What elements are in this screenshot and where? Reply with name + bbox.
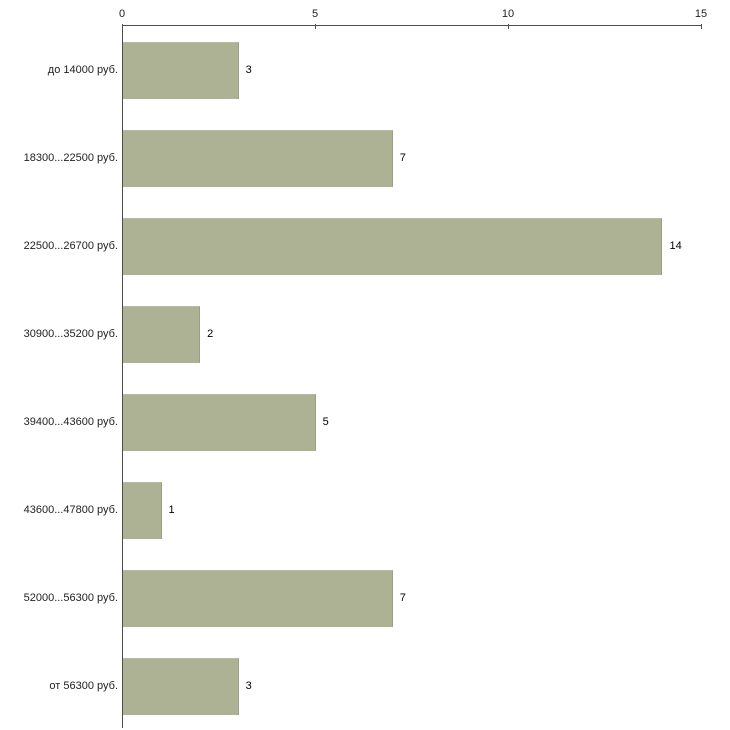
x-axis: 0 5 10 15 (118, 0, 707, 29)
x-tick-mark (701, 24, 702, 29)
bar-value-label: 2 (207, 328, 214, 340)
bar-track: 7 (123, 569, 701, 627)
x-tick-label: 5 (311, 8, 319, 20)
bar-value-label: 7 (399, 152, 406, 164)
x-axis-line (122, 25, 702, 26)
bar-row: от 56300 руб. 3 (0, 642, 730, 730)
bar (123, 217, 663, 275)
bar (123, 481, 162, 539)
bar-value-label: 5 (322, 416, 329, 428)
x-tick-mark (508, 24, 509, 29)
bar-rows: до 14000 руб. 3 18300...22500 руб. 7 22500..… (0, 26, 730, 730)
x-tick-label: 10 (501, 8, 515, 20)
bar (123, 657, 239, 715)
bar-track: 2 (123, 305, 701, 363)
x-tick-mark (315, 24, 316, 29)
bar-row: 30900...35200 руб. 2 (0, 290, 730, 378)
bar-value-label: 3 (245, 680, 252, 692)
y-axis-line (122, 25, 123, 728)
x-tick-label: 15 (694, 8, 708, 20)
bar-value-label: 3 (245, 64, 252, 76)
bar-track: 14 (123, 217, 701, 275)
bar-track: 7 (123, 129, 701, 187)
category-label: 39400...43600 руб. (23, 416, 118, 428)
bar-track: 3 (123, 657, 701, 715)
bar-value-label: 14 (669, 240, 682, 252)
category-label: от 56300 руб. (49, 680, 118, 692)
category-label: 22500...26700 руб. (23, 240, 118, 252)
bar-value-label: 1 (168, 504, 175, 516)
bar (123, 41, 239, 99)
bar-row: до 14000 руб. 3 (0, 26, 730, 114)
bar (123, 393, 316, 451)
bar-value-label: 7 (399, 592, 406, 604)
bar (123, 305, 201, 363)
category-label: 18300...22500 руб. (23, 152, 118, 164)
x-tick-label: 0 (118, 8, 126, 20)
category-label: 52000...56300 руб. (23, 592, 118, 604)
bar (123, 129, 393, 187)
bar-row: 39400...43600 руб. 5 (0, 378, 730, 466)
category-label: 43600...47800 руб. (23, 504, 118, 516)
bar-row: 22500...26700 руб. 14 (0, 202, 730, 290)
bar-track: 5 (123, 393, 701, 451)
bar-row: 52000...56300 руб. 7 (0, 554, 730, 642)
bar-track: 3 (123, 41, 701, 99)
bar-track: 1 (123, 481, 701, 539)
bar-row: 18300...22500 руб. 7 (0, 114, 730, 202)
bar (123, 569, 393, 627)
bar-row: 43600...47800 руб. 1 (0, 466, 730, 554)
category-label: до 14000 руб. (47, 64, 118, 76)
category-label: 30900...35200 руб. (23, 328, 118, 340)
